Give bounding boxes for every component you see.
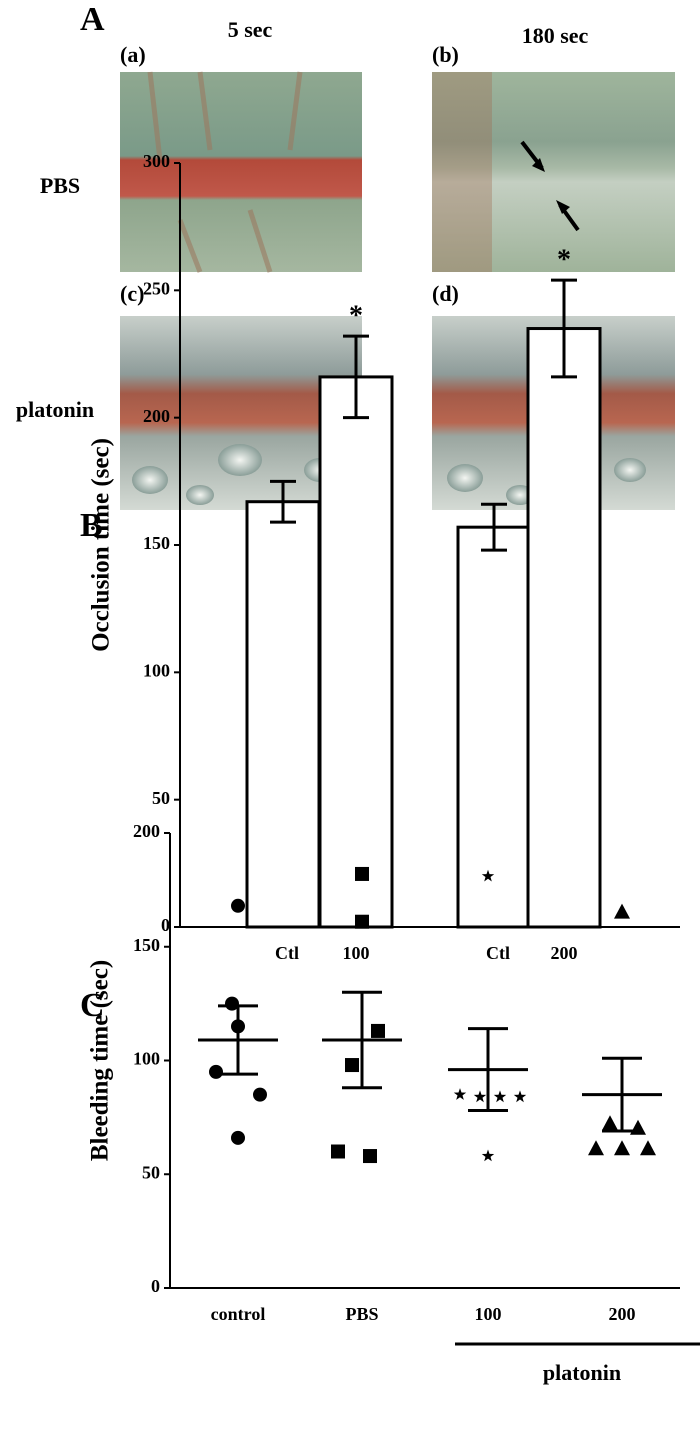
point xyxy=(253,1087,267,1102)
column-label: 5 sec xyxy=(228,17,273,42)
panel-label: B xyxy=(80,507,103,544)
point xyxy=(453,1088,467,1100)
y-tick-label: 50 xyxy=(142,1162,160,1182)
point xyxy=(640,1140,656,1156)
micrograph xyxy=(432,72,675,272)
y-axis-title: Bleeding time (sec) xyxy=(87,960,114,1161)
y-tick-label: 100 xyxy=(133,1049,160,1069)
micrograph xyxy=(120,71,362,273)
significance: * xyxy=(349,301,363,332)
image-label: (c) xyxy=(120,281,144,306)
y-tick-label: 200 xyxy=(143,406,170,426)
x-tick-label: Ctl xyxy=(486,943,510,963)
error-bar xyxy=(551,278,577,379)
y-tick-label: 150 xyxy=(133,935,160,955)
panel-label: A xyxy=(80,1,105,38)
point xyxy=(345,1058,359,1073)
point xyxy=(355,914,369,929)
y-tick-label: 200 xyxy=(133,821,160,841)
point xyxy=(355,866,369,881)
bar xyxy=(318,375,394,929)
y-tick-label: 300 xyxy=(143,151,170,171)
image-label: (a) xyxy=(120,42,146,67)
error-bar xyxy=(481,502,507,552)
point xyxy=(513,1090,527,1103)
point xyxy=(481,1149,495,1162)
bar xyxy=(245,500,321,929)
row-label: PBS xyxy=(40,173,80,198)
image-label: (b) xyxy=(432,42,459,67)
error-bar xyxy=(342,990,382,1090)
y-tick-label: 50 xyxy=(152,788,170,808)
bar xyxy=(456,525,532,929)
point xyxy=(363,1149,377,1164)
y-tick-label: 100 xyxy=(143,660,170,680)
x-tick-label: Ctl xyxy=(275,943,299,963)
error-bar xyxy=(218,1004,258,1076)
y-axis-title: Occlusion time (sec) xyxy=(88,438,115,652)
error-bar xyxy=(343,334,369,420)
point xyxy=(602,1115,618,1131)
group-label: platonin xyxy=(543,1360,621,1385)
panel-label: C xyxy=(80,987,105,1024)
x-tick-label: 200 xyxy=(551,943,578,963)
y-tick-label: 150 xyxy=(143,533,170,553)
point xyxy=(331,1144,345,1159)
point xyxy=(209,1064,223,1079)
significance: * xyxy=(557,245,571,276)
bar xyxy=(526,327,602,929)
y-tick-label: 250 xyxy=(143,278,170,298)
point xyxy=(614,903,630,919)
x-tick-label: 100 xyxy=(475,1304,502,1324)
point xyxy=(473,1090,487,1103)
y-tick-label: 0 xyxy=(151,1276,160,1296)
point xyxy=(371,1023,385,1038)
point xyxy=(614,1140,630,1156)
x-tick-label: 100 xyxy=(343,943,370,963)
image-label: (d) xyxy=(432,281,459,306)
point xyxy=(231,898,245,913)
error-bar xyxy=(602,1056,642,1133)
error-bar xyxy=(270,479,296,524)
row-label: platonin xyxy=(16,397,94,422)
x-tick-label: control xyxy=(211,1304,266,1324)
point xyxy=(588,1140,604,1156)
y-tick-label: 0 xyxy=(161,915,170,935)
point xyxy=(231,1130,245,1145)
x-tick-label: 200 xyxy=(609,1304,636,1324)
column-label: 180 sec xyxy=(522,23,589,48)
x-tick-label: PBS xyxy=(345,1304,378,1324)
point xyxy=(481,869,495,882)
point xyxy=(493,1090,507,1103)
error-bar xyxy=(468,1027,508,1113)
